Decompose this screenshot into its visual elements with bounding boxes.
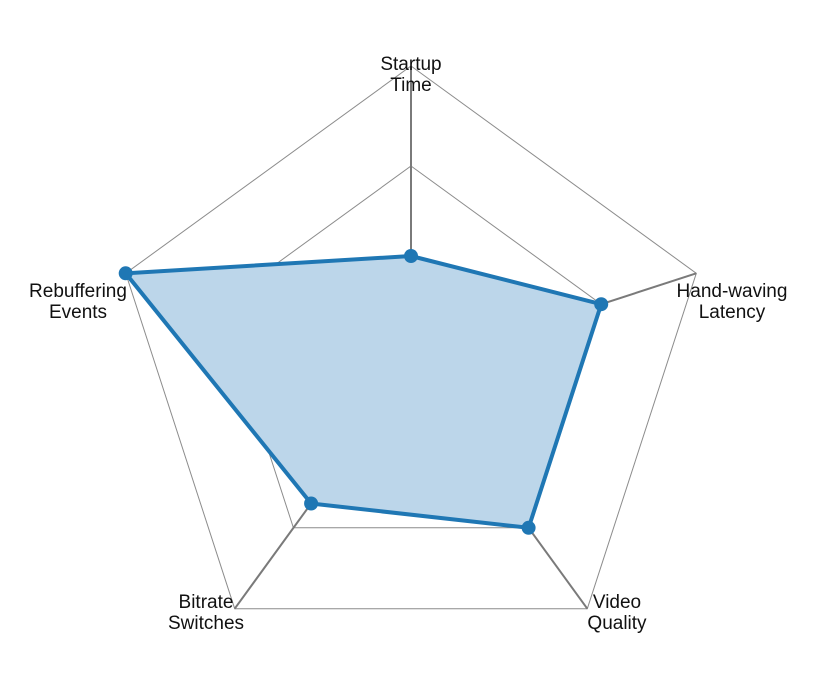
axis-label-3: Video Quality (587, 592, 647, 634)
axis-label-4: Bitrate Switches (168, 592, 244, 634)
axis-label-line: Switches (168, 613, 244, 634)
axis-label-line: Video (593, 592, 641, 613)
data-point-1 (404, 249, 418, 263)
series-layer (118, 249, 609, 535)
axis-label-5: Rebuffering Events (29, 281, 127, 323)
data-point-2 (594, 297, 609, 312)
axis-label-line: Quality (587, 613, 647, 634)
axis-label-1: Startup Time (380, 54, 441, 96)
axis-label-2: Hand-waving Latency (677, 281, 788, 323)
data-point-3 (521, 520, 536, 535)
axis-label-line: Bitrate (179, 592, 234, 613)
axis-label-layer: Startup Time Hand-waving Latency Video Qualit… (29, 54, 787, 634)
axis-label-line: Time (390, 75, 432, 96)
axis-label-line: Events (49, 302, 107, 323)
axis-label-line: Latency (699, 302, 766, 323)
data-point-4 (304, 496, 319, 511)
grid-ring-3 (125, 65, 697, 610)
series-area-1 (123, 254, 604, 530)
axis-label-line: Startup (380, 54, 441, 75)
axis-label-line: Rebuffering (29, 281, 127, 302)
axis-label-line: Hand-waving (677, 281, 788, 302)
data-point-5 (118, 266, 133, 281)
